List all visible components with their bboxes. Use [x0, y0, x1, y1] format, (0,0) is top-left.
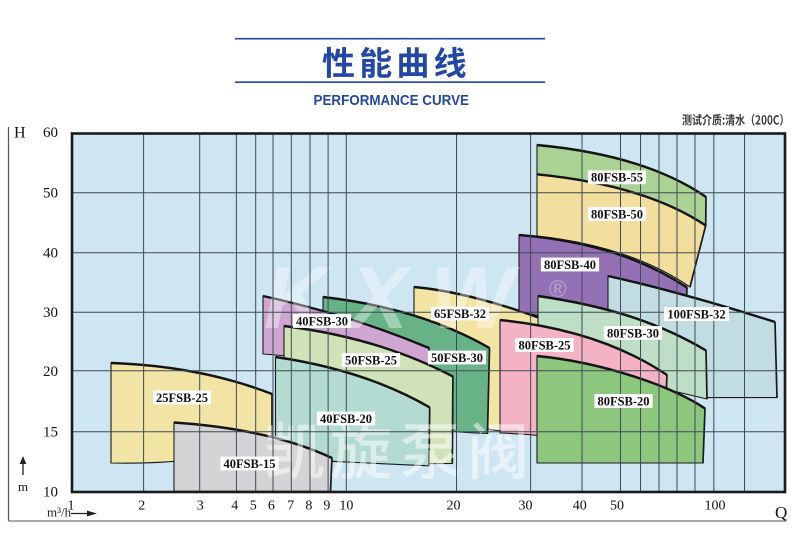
svg-text:9: 9: [323, 499, 330, 514]
svg-text:m³/h: m³/h: [47, 505, 72, 520]
svg-text:40FSB-20: 40FSB-20: [320, 412, 372, 426]
svg-text:KXW: KXW: [264, 248, 535, 347]
svg-text:80FSB-40: 80FSB-40: [544, 258, 596, 272]
svg-text:60: 60: [43, 125, 58, 141]
svg-text:65FSB-32: 65FSB-32: [434, 307, 486, 321]
svg-text:7: 7: [287, 499, 294, 514]
svg-text:30: 30: [43, 305, 58, 321]
svg-text:80FSB-55: 80FSB-55: [591, 171, 643, 185]
svg-text:80FSB-25: 80FSB-25: [518, 338, 570, 352]
svg-text:40: 40: [573, 499, 587, 514]
svg-text:4: 4: [231, 499, 238, 514]
svg-text:80FSB-50: 80FSB-50: [591, 207, 643, 221]
svg-text:8: 8: [305, 499, 312, 514]
svg-text:H: H: [14, 125, 26, 142]
svg-text:6: 6: [268, 499, 275, 514]
svg-text:50FSB-30: 50FSB-30: [431, 351, 483, 365]
svg-text:20: 20: [447, 499, 461, 514]
svg-text:30: 30: [519, 499, 533, 514]
svg-text:15: 15: [43, 425, 58, 441]
svg-text:40: 40: [43, 246, 58, 262]
svg-text:50: 50: [610, 499, 624, 514]
svg-text:®: ®: [549, 276, 567, 303]
svg-text:40FSB-15: 40FSB-15: [223, 457, 275, 471]
svg-text:1: 1: [68, 499, 75, 514]
svg-text:80FSB-30: 80FSB-30: [607, 326, 659, 340]
svg-text:25FSB-25: 25FSB-25: [156, 391, 208, 405]
svg-text:100: 100: [705, 499, 726, 514]
svg-text:50FSB-25: 50FSB-25: [345, 353, 397, 367]
svg-text:40FSB-30: 40FSB-30: [296, 314, 348, 328]
svg-text:80FSB-20: 80FSB-20: [597, 394, 649, 408]
svg-text:Q: Q: [775, 503, 787, 522]
svg-text:2: 2: [138, 499, 145, 514]
svg-text:50: 50: [43, 186, 58, 202]
svg-text:10: 10: [339, 499, 353, 514]
svg-text:m: m: [18, 479, 28, 494]
svg-text:5: 5: [250, 499, 257, 514]
svg-text:PERFORMANCE CURVE: PERFORMANCE CURVE: [314, 92, 470, 109]
svg-text:20: 20: [43, 364, 58, 380]
svg-text:3: 3: [197, 499, 204, 514]
svg-text:10: 10: [43, 485, 58, 501]
svg-text:100FSB-32: 100FSB-32: [667, 307, 725, 321]
